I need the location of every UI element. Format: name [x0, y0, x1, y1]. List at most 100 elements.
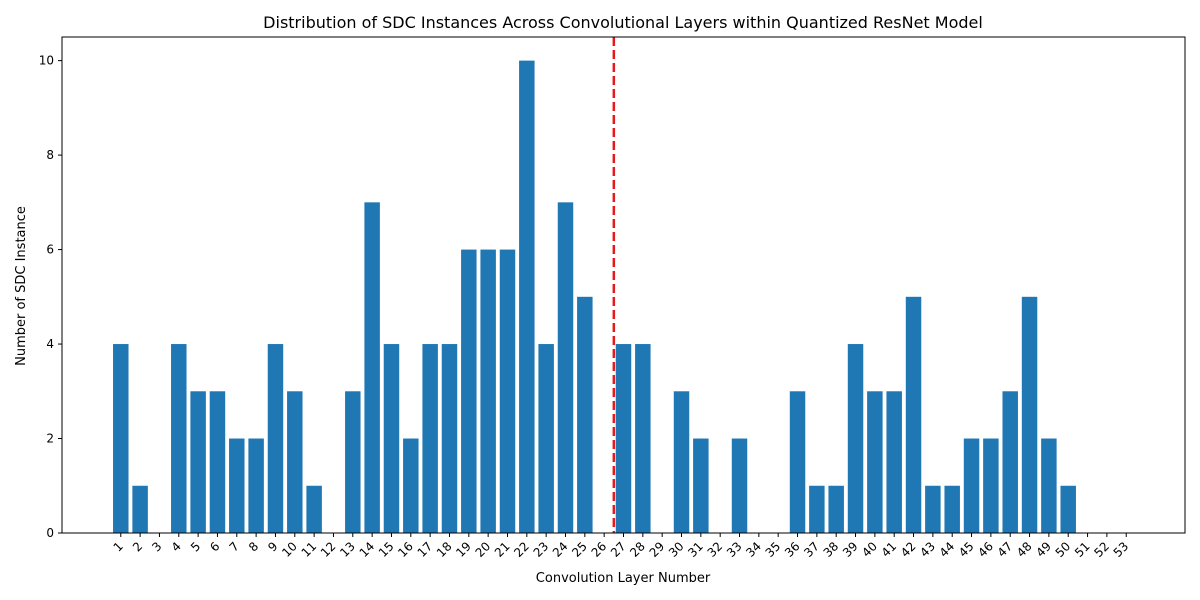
x-tick-label: 20 — [473, 539, 494, 560]
bar-layer-15 — [383, 344, 400, 533]
x-tick-label: 29 — [647, 539, 668, 560]
x-tick-label: 6 — [207, 539, 222, 554]
y-axis-label: Number of SDC Instance — [14, 206, 29, 366]
bar-layer-7 — [229, 438, 245, 533]
x-ticks-group: 1 2 3 4 5 6 7 8 91011121314151617181920212223242… — [111, 533, 1132, 560]
x-tick-label: 15 — [376, 539, 397, 560]
x-tick-label: 5 — [188, 539, 203, 554]
bar-layer-42 — [905, 296, 922, 533]
bar-layer-36 — [789, 391, 806, 533]
x-tick-label: 3 — [149, 539, 164, 554]
x-tick-label: 26 — [589, 539, 610, 560]
bar-layer-43 — [925, 485, 941, 533]
bar-layer-48 — [1021, 296, 1038, 533]
bar-layer-38 — [828, 485, 844, 533]
bar-layer-18 — [441, 344, 458, 533]
x-tick-label: 23 — [531, 539, 552, 560]
bars-group — [113, 60, 1076, 534]
x-tick-label: 31 — [685, 539, 706, 560]
x-tick-label: 22 — [511, 539, 532, 560]
y-tick-label: 0 — [46, 526, 54, 540]
bar-layer-30 — [673, 391, 690, 533]
x-tick-label: 39 — [840, 539, 861, 560]
bar-layer-10 — [287, 391, 303, 533]
bar-layer-41 — [886, 391, 902, 533]
x-tick-label: 18 — [434, 539, 455, 560]
x-tick-label: 8 — [246, 539, 261, 554]
bar-layer-21 — [499, 249, 516, 534]
x-tick-label: 13 — [337, 539, 358, 560]
x-tick-label: 9 — [265, 539, 280, 554]
x-axis-label: Convolution Layer Number — [536, 571, 711, 586]
bar-layer-33 — [731, 438, 748, 533]
x-tick-label: 50 — [1053, 539, 1074, 560]
x-tick-label: 47 — [995, 539, 1016, 560]
x-tick-label: 38 — [821, 539, 842, 560]
bar-layer-44 — [944, 485, 960, 533]
bar-layer-27 — [615, 344, 632, 533]
chart-title: Distribution of SDC Instances Across Con… — [263, 13, 983, 32]
x-tick-label: 36 — [782, 539, 803, 560]
x-tick-label: 33 — [724, 539, 745, 560]
bar-layer-47 — [1002, 391, 1018, 533]
bar-layer-13 — [345, 391, 361, 533]
bar-layer-4 — [171, 344, 187, 533]
x-tick-label: 19 — [453, 539, 474, 560]
x-tick-label: 28 — [627, 539, 648, 560]
x-tick-label: 11 — [299, 539, 320, 560]
bar-layer-5 — [190, 391, 206, 533]
x-tick-label: 10 — [279, 539, 300, 560]
x-tick-label: 4 — [169, 539, 184, 554]
x-tick-label: 12 — [318, 539, 339, 560]
x-tick-label: 24 — [550, 539, 571, 560]
x-tick-label: 52 — [1091, 539, 1112, 560]
bar-layer-9 — [267, 344, 284, 533]
bar-layer-28 — [635, 344, 651, 533]
bar-layer-31 — [693, 438, 709, 533]
y-tick-label: 2 — [46, 432, 54, 446]
bar-layer-17 — [422, 344, 438, 533]
bar-layer-1 — [113, 344, 129, 533]
x-tick-label: 40 — [859, 539, 880, 560]
x-tick-label: 51 — [1072, 539, 1093, 560]
plot-frame — [61, 36, 1186, 534]
x-tick-label: 2 — [130, 539, 145, 554]
x-tick-label: 49 — [1033, 539, 1054, 560]
bar-layer-24 — [557, 202, 574, 534]
x-tick-label: 42 — [898, 539, 919, 560]
x-tick-label: 27 — [608, 539, 629, 560]
bar-layer-20 — [480, 249, 496, 534]
y-tick-label: 10 — [39, 54, 54, 68]
x-tick-label: 45 — [956, 539, 977, 560]
x-tick-label: 16 — [395, 539, 416, 560]
x-tick-label: 48 — [1014, 539, 1035, 560]
bar-layer-45 — [963, 438, 980, 533]
bar-layer-23 — [538, 344, 554, 533]
x-tick-label: 7 — [227, 539, 242, 554]
bar-layer-37 — [809, 485, 825, 533]
x-tick-label: 34 — [743, 539, 764, 560]
bar-layer-39 — [847, 344, 864, 533]
bar-layer-50 — [1060, 485, 1076, 533]
x-tick-label: 53 — [1111, 539, 1132, 560]
x-tick-label: 21 — [492, 539, 513, 560]
bar-layer-19 — [461, 249, 477, 534]
x-tick-label: 46 — [975, 539, 996, 560]
x-tick-label: 30 — [666, 539, 687, 560]
bar-layer-25 — [577, 296, 593, 533]
x-tick-label: 37 — [801, 539, 822, 560]
x-tick-label: 17 — [415, 539, 436, 560]
bar-layer-14 — [364, 202, 380, 534]
bar-layer-8 — [248, 438, 264, 533]
x-tick-label: 43 — [917, 539, 938, 560]
bar-layer-40 — [867, 391, 883, 533]
x-tick-label: 1 — [111, 539, 126, 554]
x-tick-label: 35 — [763, 539, 784, 560]
y-ticks-group: 0 2 4 6 8 10 — [39, 54, 62, 540]
bar-layer-16 — [403, 438, 419, 533]
bar-layer-46 — [983, 438, 999, 533]
bar-layer-6 — [209, 391, 226, 533]
x-tick-label: 41 — [879, 539, 900, 560]
